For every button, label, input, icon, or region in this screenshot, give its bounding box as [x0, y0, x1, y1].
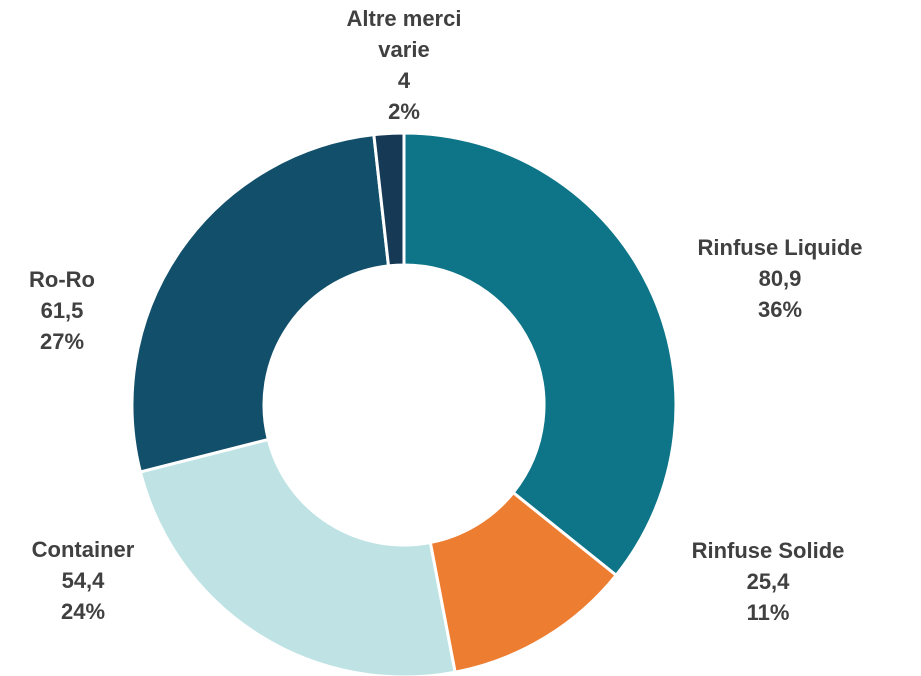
category-label: Container — [31, 537, 135, 562]
donut-slice — [372, 131, 406, 268]
category-label: Ro-Ro — [29, 267, 95, 292]
donut-slice — [130, 133, 391, 474]
category-label: Rinfuse Solide — [691, 538, 845, 563]
value-label: 54,4 — [61, 568, 105, 593]
data-label: Rinfuse Solide 25,4 11% — [692, 535, 845, 628]
percent-label: 36% — [757, 297, 803, 322]
category-label: Rinfuse Liquide — [697, 235, 863, 260]
donut-slice — [138, 437, 457, 676]
data-label: Rinfuse Liquide 80,9 36% — [698, 232, 863, 325]
percent-label: 2% — [388, 99, 420, 124]
percent-label: 24% — [60, 599, 106, 624]
donut-slice — [402, 131, 678, 578]
percent-label: 27% — [39, 329, 85, 354]
value-label: 4 — [397, 68, 411, 93]
data-label: Altre merci varie 4 2% — [334, 3, 474, 127]
value-label: 61,5 — [40, 298, 84, 323]
value-label: 25,4 — [746, 569, 790, 594]
category-label: Altre merci varie — [346, 6, 462, 62]
percent-label: 11% — [746, 600, 790, 625]
data-label: Container 54,4 24% — [32, 534, 135, 627]
value-label: 80,9 — [758, 266, 802, 291]
data-label: Ro-Ro 61,5 27% — [29, 264, 95, 357]
